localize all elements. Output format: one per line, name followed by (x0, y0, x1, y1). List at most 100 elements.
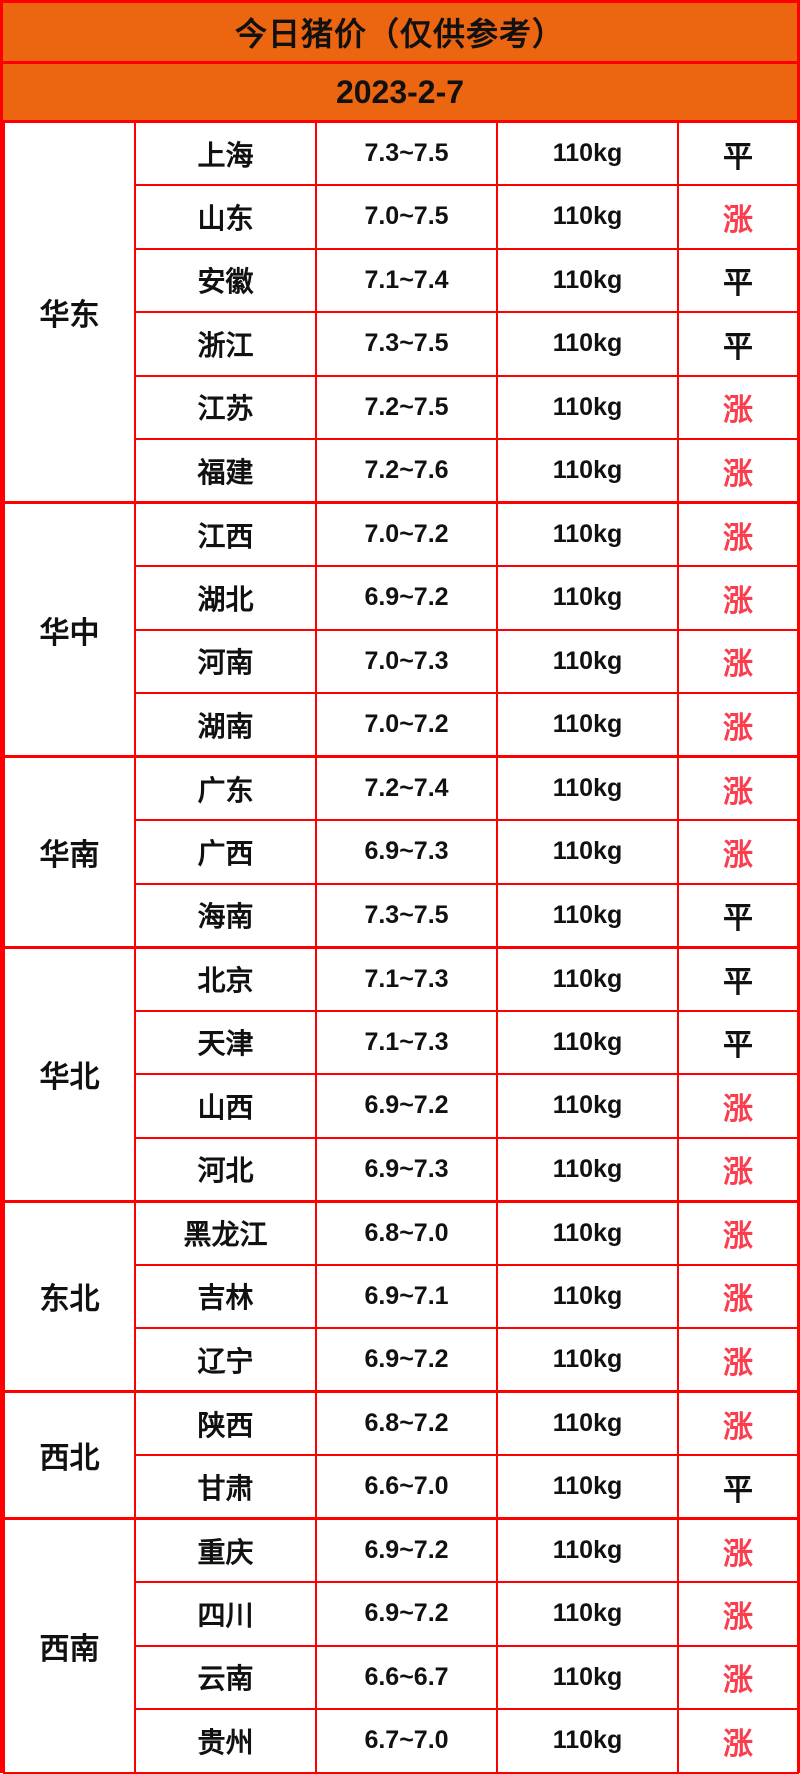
status-cell: 涨 (677, 628, 799, 694)
price-cell: 6.8~7.0 (315, 1199, 498, 1266)
province-cell: 吉林 (134, 1263, 317, 1329)
price-cell: 7.2~7.6 (315, 438, 498, 504)
status-cell: 涨 (677, 1390, 799, 1456)
table-row: 东北 黑龙江 6.8~7.0 110kg 涨 (3, 1199, 799, 1393)
weight-cell: 110kg (496, 1454, 679, 1520)
province-cell: 湖北 (134, 565, 317, 631)
weight-cell: 110kg (496, 1199, 679, 1266)
province-cell: 贵州 (134, 1708, 317, 1774)
province-cell: 山西 (134, 1073, 317, 1139)
weight-cell: 110kg (496, 184, 679, 250)
province-cell: 安徽 (134, 247, 317, 313)
weight-cell: 110kg (496, 565, 679, 631)
status-cell: 涨 (677, 692, 799, 758)
province-cell: 湖南 (134, 692, 317, 758)
table-row: 云南 6.6~6.7 110kg 涨 (4, 1644, 799, 1710)
table-row: 华南 广东 7.2~7.4 110kg 涨 (3, 755, 799, 948)
table-row: 湖南 7.0~7.2 110kg 涨 (4, 692, 799, 758)
weight-cell: 110kg (496, 1009, 679, 1075)
province-cell: 天津 (134, 1009, 317, 1075)
price-cell: 7.1~7.3 (315, 945, 498, 1012)
table-row: 辽宁 6.9~7.2 110kg 涨 (4, 1327, 799, 1393)
weight-cell: 110kg (496, 819, 679, 885)
weight-cell: 110kg (496, 501, 679, 567)
table-row: 江苏 7.2~7.5 110kg 涨 (4, 374, 799, 440)
status-cell: 涨 (677, 1708, 799, 1774)
province-cell: 浙江 (134, 311, 317, 377)
status-cell: 平 (677, 945, 799, 1012)
province-cell: 重庆 (134, 1517, 317, 1583)
status-cell: 涨 (677, 565, 799, 631)
weight-cell: 110kg (496, 882, 679, 948)
price-cell: 7.3~7.5 (315, 882, 498, 948)
status-cell: 涨 (677, 755, 799, 821)
region-cell: 华北 (3, 945, 136, 1202)
province-cell: 甘肃 (134, 1454, 317, 1520)
status-cell: 平 (677, 882, 799, 948)
status-cell: 涨 (677, 1199, 799, 1266)
table-row: 华中 江西 7.0~7.2 110kg 涨 (3, 501, 799, 758)
province-cell: 上海 (134, 120, 317, 186)
price-cell: 7.2~7.5 (315, 374, 498, 440)
price-cell: 6.9~7.2 (315, 1517, 498, 1583)
status-cell: 涨 (677, 438, 799, 504)
price-cell: 7.1~7.3 (315, 1009, 498, 1075)
price-cell: 7.2~7.4 (315, 755, 498, 821)
status-cell: 涨 (677, 1136, 799, 1202)
province-cell: 黑龙江 (134, 1199, 317, 1266)
region-cell: 东北 (3, 1199, 136, 1393)
price-cell: 6.7~7.0 (315, 1708, 498, 1774)
province-cell: 广西 (134, 819, 317, 885)
date-label: 2023-2-7 (3, 64, 797, 120)
price-cell: 7.0~7.2 (315, 692, 498, 758)
weight-cell: 110kg (496, 1517, 679, 1583)
weight-cell: 110kg (496, 1263, 679, 1329)
status-cell: 涨 (677, 1644, 799, 1710)
status-cell: 平 (677, 247, 799, 313)
price-cell: 6.9~7.2 (315, 1581, 498, 1647)
province-cell: 山东 (134, 184, 317, 250)
table-row: 山东 7.0~7.5 110kg 涨 (4, 184, 799, 250)
table-row: 西北 陕西 6.8~7.2 110kg 涨 (3, 1390, 799, 1520)
weight-cell: 110kg (496, 247, 679, 313)
region-cell: 华中 (3, 501, 136, 758)
price-cell: 7.3~7.5 (315, 120, 498, 186)
table-row: 海南 7.3~7.5 110kg 平 (4, 882, 799, 948)
weight-cell: 110kg (496, 1390, 679, 1456)
table-row: 甘肃 6.6~7.0 110kg 平 (4, 1454, 799, 1520)
weight-cell: 110kg (496, 1708, 679, 1774)
status-cell: 平 (677, 1009, 799, 1075)
status-cell: 平 (677, 120, 799, 186)
status-cell: 涨 (677, 1073, 799, 1139)
status-cell: 涨 (677, 374, 799, 440)
price-cell: 6.6~7.0 (315, 1454, 498, 1520)
price-cell: 7.1~7.4 (315, 247, 498, 313)
status-cell: 涨 (677, 1327, 799, 1393)
weight-cell: 110kg (496, 311, 679, 377)
price-cell: 6.8~7.2 (315, 1390, 498, 1456)
price-cell: 6.9~7.2 (315, 1073, 498, 1139)
province-cell: 四川 (134, 1581, 317, 1647)
province-cell: 广东 (134, 755, 317, 821)
weight-cell: 110kg (496, 120, 679, 186)
table-row: 吉林 6.9~7.1 110kg 涨 (4, 1263, 799, 1329)
region-cell: 华南 (3, 755, 136, 948)
status-cell: 涨 (677, 1517, 799, 1583)
weight-cell: 110kg (496, 438, 679, 504)
province-cell: 海南 (134, 882, 317, 948)
status-cell: 平 (677, 1454, 799, 1520)
status-cell: 涨 (677, 1263, 799, 1329)
price-cell: 6.9~7.3 (315, 819, 498, 885)
table-row: 天津 7.1~7.3 110kg 平 (4, 1009, 799, 1075)
status-cell: 涨 (677, 184, 799, 250)
status-cell: 涨 (677, 819, 799, 885)
price-cell: 6.9~7.3 (315, 1136, 498, 1202)
province-cell: 福建 (134, 438, 317, 504)
weight-cell: 110kg (496, 1136, 679, 1202)
price-cell: 7.0~7.5 (315, 184, 498, 250)
province-cell: 辽宁 (134, 1327, 317, 1393)
price-cell: 7.0~7.2 (315, 501, 498, 567)
province-cell: 云南 (134, 1644, 317, 1710)
province-cell: 江西 (134, 501, 317, 567)
